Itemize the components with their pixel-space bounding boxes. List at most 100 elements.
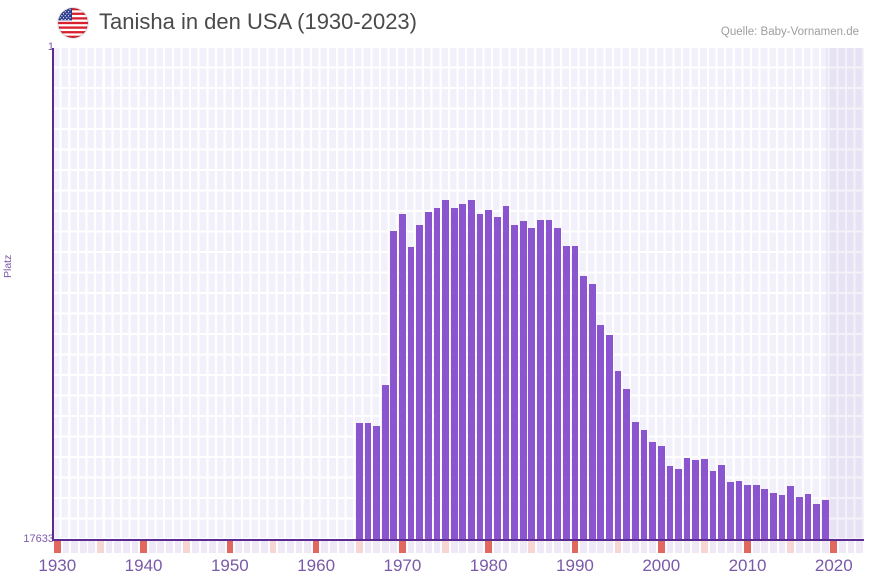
bar — [554, 228, 562, 540]
x-axis-tick — [286, 541, 294, 553]
x-axis-tick — [735, 541, 743, 553]
x-axis-tick — [718, 541, 725, 553]
x-axis-tick — [519, 541, 527, 553]
x-axis-tick — [373, 541, 380, 553]
bar — [485, 210, 493, 540]
x-axis-tick — [433, 541, 441, 553]
x-axis-tick — [632, 541, 639, 553]
bar — [407, 246, 415, 540]
x-axis-tick — [252, 541, 260, 553]
bar — [442, 199, 449, 540]
x-axis-tick — [312, 541, 320, 553]
bar — [381, 384, 389, 540]
x-axis-tick — [580, 541, 587, 553]
x-axis-tick — [295, 541, 303, 553]
x-axis-tick — [330, 541, 337, 553]
bar — [450, 207, 458, 540]
bar — [666, 465, 674, 540]
bar — [390, 231, 398, 540]
x-axis-tick — [79, 541, 87, 553]
x-axis-tick — [770, 541, 777, 553]
x-axis-tick — [476, 541, 484, 553]
bar — [537, 219, 544, 540]
page-title: Tanisha in den USA (1930-2023) — [99, 9, 417, 34]
x-axis-tick — [200, 541, 208, 553]
x-axis-tick — [338, 541, 346, 553]
x-axis-tick — [545, 541, 553, 553]
x-axis-tick-label: 1980 — [469, 556, 508, 575]
x-axis-tick — [554, 541, 562, 553]
bar — [580, 275, 587, 540]
x-axis-tick — [226, 541, 234, 553]
x-axis-tick — [804, 541, 812, 553]
bar — [424, 212, 432, 540]
x-axis-tick — [355, 541, 363, 553]
bar — [709, 471, 717, 540]
x-axis-tick — [148, 541, 156, 553]
bar — [744, 485, 751, 540]
bar-series — [53, 48, 864, 540]
bar — [657, 445, 665, 540]
bar — [468, 199, 475, 540]
bar — [623, 388, 631, 540]
bar — [364, 422, 372, 540]
bar — [761, 488, 769, 540]
x-axis-tick — [131, 541, 139, 553]
x-axis-tick — [692, 541, 700, 553]
x-axis-tick-label: 2020 — [814, 556, 853, 575]
x-axis-tick — [649, 541, 656, 553]
bar — [804, 494, 812, 540]
x-axis-tick — [261, 541, 268, 553]
bar — [675, 469, 682, 540]
x-axis-tick — [778, 541, 786, 553]
x-axis-tick — [399, 541, 406, 553]
x-axis-tick — [502, 541, 510, 553]
x-axis-tick-label: 1960 — [297, 556, 336, 575]
bar — [778, 494, 786, 540]
x-axis-tick — [709, 541, 717, 553]
x-axis-tick — [364, 541, 372, 553]
bar — [588, 284, 596, 540]
y-axis-top-label: 1 — [47, 41, 54, 53]
bar — [399, 214, 406, 540]
bar — [795, 496, 803, 540]
bar — [528, 228, 536, 540]
x-axis-line — [52, 539, 864, 541]
x-axis-tick — [269, 541, 277, 553]
bar — [597, 325, 605, 540]
x-axis-tick-label: 2000 — [642, 556, 681, 575]
bar — [692, 460, 700, 540]
x-axis-tick — [493, 541, 501, 553]
x-axis-tick — [537, 541, 544, 553]
x-axis-tick — [217, 541, 225, 553]
x-axis-tick — [140, 541, 147, 553]
x-axis-tick — [321, 541, 329, 553]
bar — [571, 245, 579, 540]
x-axis-tick — [278, 541, 285, 553]
x-axis-tick — [614, 541, 622, 553]
bar — [476, 214, 484, 540]
x-axis-tick — [53, 541, 61, 553]
x-axis-tick — [183, 541, 191, 553]
bar — [545, 219, 553, 540]
x-axis-tick — [88, 541, 96, 553]
x-axis-tick — [623, 541, 631, 553]
x-axis-tick — [666, 541, 674, 553]
x-axis-tick-label: 1990 — [556, 556, 594, 575]
x-axis-tick — [468, 541, 475, 553]
bar — [355, 422, 363, 540]
x-axis-tick — [675, 541, 682, 553]
y-axis-title: Platz — [2, 254, 14, 278]
bar — [821, 499, 829, 540]
x-axis-tick — [744, 541, 751, 553]
x-axis-tick — [597, 541, 605, 553]
bar — [813, 504, 820, 540]
bar — [606, 334, 613, 540]
x-axis-tick — [657, 541, 665, 553]
bar — [718, 464, 725, 540]
bar — [519, 221, 527, 540]
us-flag-icon — [58, 8, 88, 38]
x-axis-tick — [450, 541, 458, 553]
x-axis-tick — [71, 541, 78, 553]
x-axis-tick — [442, 541, 449, 553]
